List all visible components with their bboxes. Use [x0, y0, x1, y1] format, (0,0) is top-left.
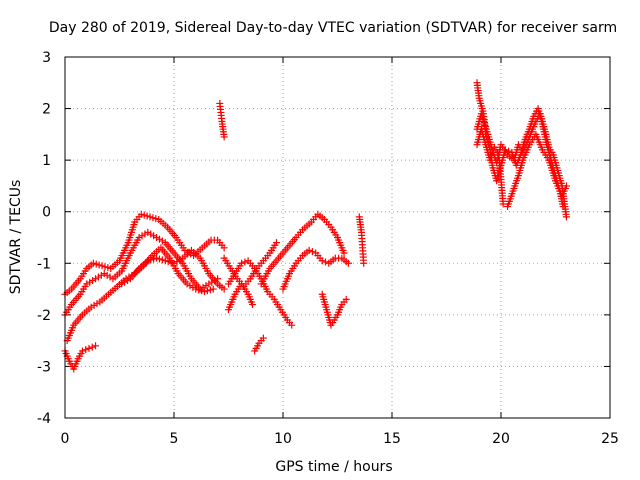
y-tick-label: 1 [42, 153, 51, 169]
x-tick-label: 0 [61, 431, 70, 447]
data-point [272, 239, 280, 247]
y-axis-label: SDTVAR / TECUs [8, 180, 24, 295]
x-tick-label: 25 [601, 431, 619, 447]
data-point [562, 213, 570, 221]
y-tick-label: 0 [42, 205, 51, 221]
data-point [220, 133, 228, 141]
y-tick-label: -1 [37, 256, 51, 272]
data-point [241, 258, 249, 266]
data-point [344, 259, 352, 267]
data-point [360, 259, 368, 267]
y-tick-label: 3 [42, 50, 51, 66]
data-point [308, 248, 316, 256]
x-tick-label: 10 [274, 431, 292, 447]
data-point [88, 343, 96, 351]
y-tick-label: -3 [37, 359, 51, 375]
series-track-l [279, 246, 352, 293]
y-tick-label: 2 [42, 102, 51, 118]
data-marks [61, 79, 570, 373]
data-point [85, 344, 93, 352]
series-track-c [63, 244, 217, 345]
data-point [92, 342, 100, 350]
series-track-q [473, 110, 570, 221]
series-track-e [118, 246, 228, 293]
y-tick-label: -2 [37, 308, 51, 324]
series-track-a [61, 210, 228, 298]
data-point [340, 249, 348, 257]
data-point [248, 301, 256, 309]
series-track-f [216, 99, 228, 141]
series-track-b [61, 228, 222, 319]
data-point [220, 285, 228, 293]
x-tick-labels: 0 5 10 15 20 25 [61, 431, 619, 447]
y-tick-label: -4 [37, 411, 51, 427]
data-point [305, 246, 313, 254]
data-point [318, 257, 326, 265]
x-tick-label: 20 [492, 431, 510, 447]
series-track-k [257, 210, 348, 288]
data-point [220, 244, 228, 252]
data-point [238, 259, 246, 267]
plot-frame [64, 56, 611, 419]
series-track-n [355, 213, 368, 267]
y-tick-labels: -4 -3 -2 -1 0 1 2 3 [37, 50, 51, 427]
data-point [209, 285, 217, 293]
series-track-d [61, 342, 100, 373]
data-point [288, 321, 296, 329]
x-tick-label: 5 [170, 431, 179, 447]
series-track-j [251, 334, 267, 355]
series-track-m [318, 290, 350, 329]
data-point [259, 334, 267, 342]
data-point [82, 346, 90, 354]
chart-title: Day 280 of 2019, Sidereal Day-to-day VTE… [49, 20, 617, 36]
data-point [342, 295, 350, 303]
x-axis-label: GPS time / hours [275, 459, 392, 475]
data-point [78, 347, 86, 355]
x-tick-label: 15 [383, 431, 401, 447]
series-track-i [225, 280, 256, 314]
